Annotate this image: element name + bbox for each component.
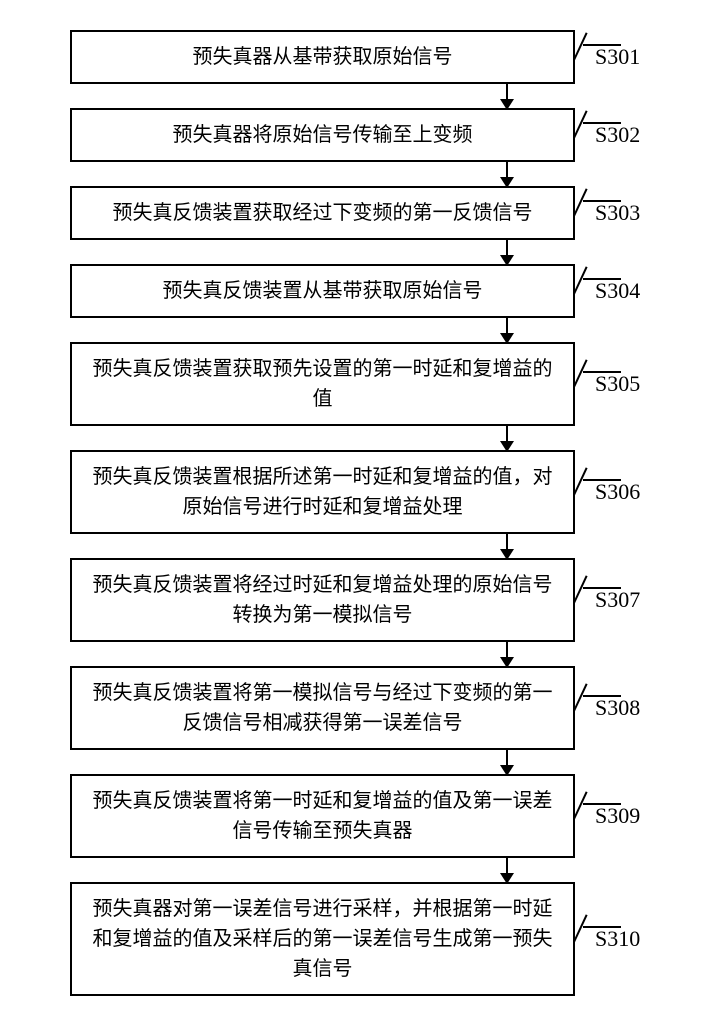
arrow-icon [506, 534, 508, 558]
step-box-s308: 预失真反馈装置将第一模拟信号与经过下变频的第一反馈信号相减获得第一误差信号 [70, 666, 575, 750]
arrow-icon [506, 858, 508, 882]
step-text: 预失真反馈装置获取经过下变频的第一反馈信号 [113, 198, 533, 228]
label-wrap: S303 [583, 194, 640, 228]
step-row: 预失真器从基带获取原始信号 S301 [20, 30, 698, 84]
step-label-s302: S302 [595, 122, 640, 148]
arrow-icon [506, 240, 508, 264]
step-box-s306: 预失真反馈装置根据所述第一时延和复增益的值，对原始信号进行时延和复增益处理 [70, 450, 575, 534]
step-row: 预失真反馈装置将经过时延和复增益处理的原始信号转换为第一模拟信号 S307 [20, 558, 698, 642]
step-text: 预失真反馈装置将第一时延和复增益的值及第一误差信号传输至预失真器 [86, 786, 559, 846]
arrow-icon [506, 162, 508, 186]
step-label-s310: S310 [595, 926, 640, 952]
step-row: 预失真反馈装置将第一时延和复增益的值及第一误差信号传输至预失真器 S309 [20, 774, 698, 858]
step-row: 预失真反馈装置从基带获取原始信号 S304 [20, 264, 698, 318]
label-wrap: S304 [583, 272, 640, 306]
step-box-s302: 预失真器将原始信号传输至上变频 [70, 108, 575, 162]
step-label-s306: S306 [595, 479, 640, 505]
arrow-icon [506, 750, 508, 774]
step-label-s308: S308 [595, 695, 640, 721]
step-row: 预失真反馈装置获取预先设置的第一时延和复增益的值 S305 [20, 342, 698, 426]
step-text: 预失真器对第一误差信号进行采样，并根据第一时延和复增益的值及采样后的第一误差信号… [86, 894, 559, 984]
step-row: 预失真器将原始信号传输至上变频 S302 [20, 108, 698, 162]
label-wrap: S309 [583, 797, 640, 831]
step-text: 预失真反馈装置将第一模拟信号与经过下变频的第一反馈信号相减获得第一误差信号 [86, 678, 559, 738]
step-text: 预失真反馈装置从基带获取原始信号 [163, 276, 483, 306]
arrow-icon [506, 84, 508, 108]
step-label-s301: S301 [595, 44, 640, 70]
step-row: 预失真反馈装置将第一模拟信号与经过下变频的第一反馈信号相减获得第一误差信号 S3… [20, 666, 698, 750]
label-wrap: S307 [583, 581, 640, 615]
step-box-s310: 预失真器对第一误差信号进行采样，并根据第一时延和复增益的值及采样后的第一误差信号… [70, 882, 575, 996]
step-label-s309: S309 [595, 803, 640, 829]
step-box-s307: 预失真反馈装置将经过时延和复增益处理的原始信号转换为第一模拟信号 [70, 558, 575, 642]
step-box-s304: 预失真反馈装置从基带获取原始信号 [70, 264, 575, 318]
label-wrap: S301 [583, 38, 640, 72]
step-label-s304: S304 [595, 278, 640, 304]
step-box-s301: 预失真器从基带获取原始信号 [70, 30, 575, 84]
step-label-s303: S303 [595, 200, 640, 226]
step-text: 预失真器将原始信号传输至上变频 [173, 120, 473, 150]
step-row: 预失真反馈装置获取经过下变频的第一反馈信号 S303 [20, 186, 698, 240]
label-wrap: S306 [583, 473, 640, 507]
step-text: 预失真反馈装置将经过时延和复增益处理的原始信号转换为第一模拟信号 [86, 570, 559, 630]
label-wrap: S302 [583, 116, 640, 150]
step-box-s305: 预失真反馈装置获取预先设置的第一时延和复增益的值 [70, 342, 575, 426]
arrow-icon [506, 642, 508, 666]
flowchart-container: 预失真器从基带获取原始信号 S301 预失真器将原始信号传输至上变频 S302 … [20, 30, 698, 996]
step-row: 预失真器对第一误差信号进行采样，并根据第一时延和复增益的值及采样后的第一误差信号… [20, 882, 698, 996]
step-text: 预失真器从基带获取原始信号 [193, 42, 453, 72]
step-box-s309: 预失真反馈装置将第一时延和复增益的值及第一误差信号传输至预失真器 [70, 774, 575, 858]
step-row: 预失真反馈装置根据所述第一时延和复增益的值，对原始信号进行时延和复增益处理 S3… [20, 450, 698, 534]
arrow-icon [506, 426, 508, 450]
step-box-s303: 预失真反馈装置获取经过下变频的第一反馈信号 [70, 186, 575, 240]
step-text: 预失真反馈装置根据所述第一时延和复增益的值，对原始信号进行时延和复增益处理 [86, 462, 559, 522]
label-wrap: S305 [583, 365, 640, 399]
step-text: 预失真反馈装置获取预先设置的第一时延和复增益的值 [86, 354, 559, 414]
step-label-s305: S305 [595, 371, 640, 397]
label-wrap: S308 [583, 689, 640, 723]
arrow-icon [506, 318, 508, 342]
step-label-s307: S307 [595, 587, 640, 613]
label-wrap: S310 [583, 920, 640, 954]
